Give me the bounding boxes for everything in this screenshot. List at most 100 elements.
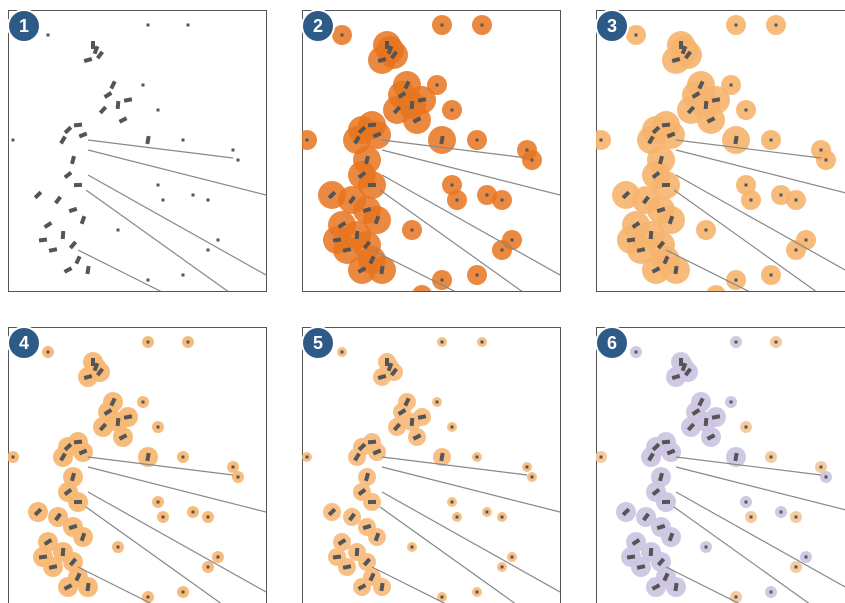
building — [691, 408, 701, 416]
building — [206, 515, 210, 519]
building — [648, 230, 654, 240]
building — [389, 50, 399, 60]
building — [340, 33, 344, 37]
building — [342, 564, 352, 570]
building — [59, 135, 67, 145]
building — [116, 545, 120, 549]
building — [305, 455, 309, 459]
building — [91, 41, 95, 49]
road — [87, 174, 266, 276]
building — [389, 367, 399, 377]
building — [656, 557, 666, 567]
building — [186, 23, 190, 27]
building — [634, 33, 638, 37]
building — [769, 138, 773, 142]
building — [410, 545, 414, 549]
building — [417, 414, 427, 420]
building — [46, 33, 50, 37]
building — [439, 452, 445, 462]
building — [647, 452, 655, 462]
building — [412, 433, 422, 441]
building — [804, 238, 808, 242]
badge — [301, 326, 335, 360]
building — [332, 237, 342, 243]
road — [675, 491, 845, 588]
building — [824, 158, 828, 162]
badge-label: 6 — [607, 333, 617, 353]
building — [73, 439, 83, 445]
building — [661, 439, 671, 445]
building — [666, 131, 676, 139]
badge-label: 2 — [313, 16, 323, 36]
building — [749, 198, 753, 202]
building — [671, 373, 681, 381]
road — [675, 466, 845, 511]
building — [626, 237, 636, 243]
building — [631, 538, 641, 546]
road — [77, 249, 162, 291]
building — [92, 45, 100, 55]
building — [379, 265, 385, 275]
badge-label: 1 — [19, 16, 29, 36]
building — [327, 507, 337, 517]
building — [141, 83, 145, 87]
building — [397, 91, 407, 99]
building — [667, 215, 675, 225]
badge-label: 5 — [313, 333, 323, 353]
building — [779, 510, 783, 514]
panel: 3 — [595, 9, 845, 292]
road — [381, 466, 560, 513]
road — [371, 249, 456, 291]
building — [634, 350, 638, 354]
building — [68, 557, 78, 567]
building — [774, 340, 778, 344]
building — [367, 122, 377, 128]
building — [367, 499, 377, 505]
building — [161, 515, 165, 519]
building — [651, 583, 661, 591]
road — [85, 189, 229, 291]
building — [774, 23, 778, 27]
building — [485, 510, 489, 514]
building — [59, 452, 67, 462]
building — [824, 475, 828, 479]
map — [596, 15, 845, 291]
building — [367, 182, 377, 188]
building — [156, 183, 160, 187]
map — [596, 336, 845, 603]
building — [599, 455, 603, 459]
building — [78, 131, 88, 139]
building — [729, 83, 733, 87]
building — [156, 108, 160, 112]
road — [665, 566, 740, 603]
building — [377, 56, 387, 64]
building — [63, 583, 73, 591]
building — [146, 595, 150, 599]
building — [48, 564, 58, 570]
road — [381, 149, 560, 196]
panel: 2 — [301, 9, 561, 292]
building — [109, 80, 117, 90]
building — [734, 23, 738, 27]
building — [63, 442, 73, 452]
building — [43, 538, 53, 546]
road — [381, 139, 528, 159]
road — [379, 506, 516, 603]
badge — [595, 326, 629, 360]
building — [156, 425, 160, 429]
building — [145, 452, 151, 462]
building — [63, 266, 73, 274]
building — [385, 358, 389, 366]
building — [236, 475, 240, 479]
building — [450, 500, 454, 504]
building — [686, 422, 696, 432]
building — [794, 198, 798, 202]
building — [91, 358, 95, 366]
building — [711, 97, 721, 103]
building — [711, 414, 721, 420]
badge — [595, 9, 629, 43]
road — [665, 249, 750, 291]
building — [666, 448, 676, 456]
building — [146, 23, 150, 27]
building — [651, 266, 661, 274]
